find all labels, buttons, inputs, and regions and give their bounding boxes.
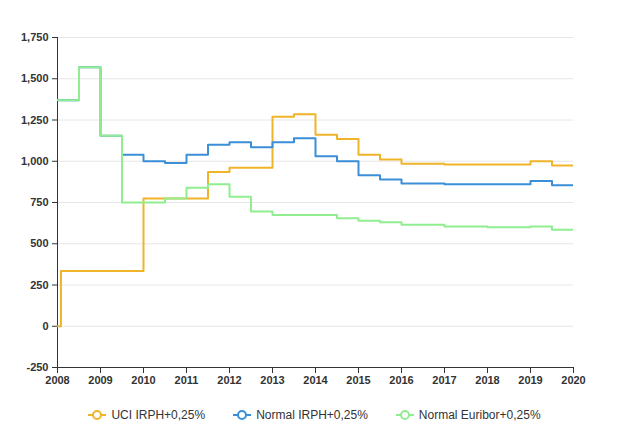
svg-text:1,250: 1,250	[21, 114, 49, 126]
svg-text:2008: 2008	[45, 374, 69, 386]
svg-text:2012: 2012	[217, 374, 241, 386]
html-text:Normal IRPH+0,25%: Normal IRPH+0,25%	[256, 408, 368, 422]
svg-text:2019: 2019	[518, 374, 542, 386]
svg-text:-250: -250	[26, 361, 48, 373]
svg-text:2015: 2015	[346, 374, 370, 386]
svg-text:1,750: 1,750	[21, 31, 49, 43]
svg-text:2017: 2017	[432, 374, 456, 386]
html-text:UCI IRPH+0,25%: UCI IRPH+0,25%	[111, 408, 206, 422]
html-text:Normal Euribor+0,25%: Normal Euribor+0,25%	[418, 408, 541, 422]
svg-text:2014: 2014	[303, 374, 328, 386]
svg-text:500: 500	[30, 237, 48, 249]
svg-text:2018: 2018	[475, 374, 499, 386]
svg-text:2011: 2011	[175, 374, 199, 386]
svg-text:2013: 2013	[260, 374, 284, 386]
svg-text:250: 250	[30, 279, 48, 291]
svg-text:0: 0	[42, 320, 48, 332]
svg-text:1,500: 1,500	[21, 72, 49, 84]
svg-text:750: 750	[30, 196, 48, 208]
svg-text:1,000: 1,000	[21, 155, 49, 167]
svg-text:2010: 2010	[131, 374, 155, 386]
svg-text:2009: 2009	[88, 374, 112, 386]
svg-text:2020: 2020	[561, 374, 585, 386]
svg-text:2016: 2016	[389, 374, 413, 386]
